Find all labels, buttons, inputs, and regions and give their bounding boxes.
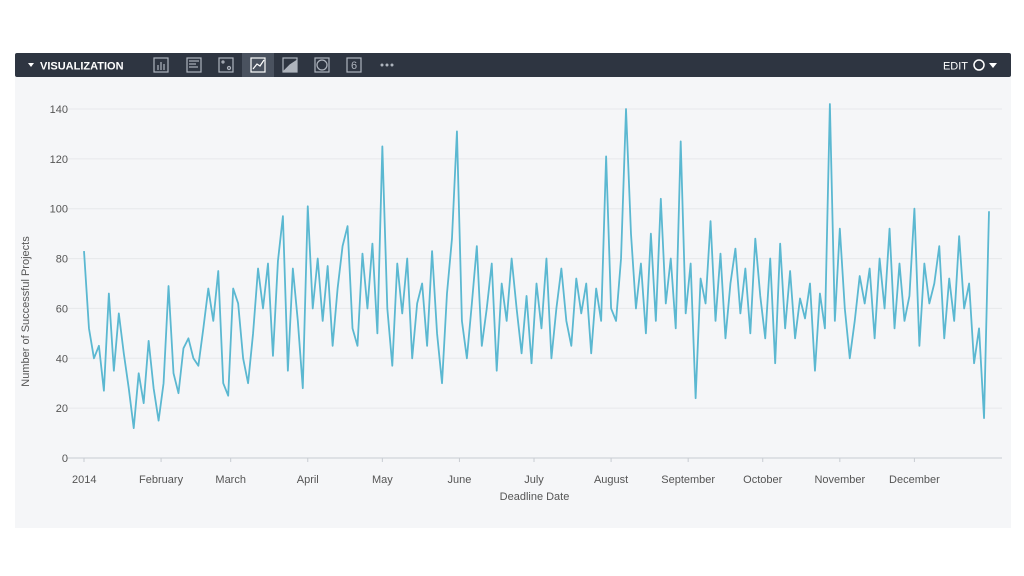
x-tick-label: March bbox=[215, 474, 246, 486]
toolbar-title: VISUALIZATION bbox=[40, 61, 124, 73]
y-axis-title: Number of Successful Projects bbox=[20, 236, 32, 387]
y-tick-label: 20 bbox=[56, 403, 68, 415]
x-tick-label: June bbox=[447, 474, 471, 486]
single-value-label: 6 bbox=[351, 60, 357, 72]
x-tick-label: August bbox=[594, 474, 628, 486]
pie-icon[interactable] bbox=[314, 57, 330, 73]
area-icon[interactable] bbox=[282, 57, 298, 73]
x-tick-label: July bbox=[524, 474, 544, 486]
x-tick-label: February bbox=[139, 474, 184, 486]
more-icon[interactable] bbox=[380, 63, 394, 67]
y-tick-label: 40 bbox=[56, 353, 68, 365]
y-tick-label: 80 bbox=[56, 254, 68, 266]
chart-panel bbox=[15, 77, 1011, 528]
x-tick-label: September bbox=[661, 474, 715, 486]
y-tick-label: 120 bbox=[50, 154, 68, 166]
scatter-icon[interactable] bbox=[218, 57, 234, 73]
x-tick-label: October bbox=[743, 474, 782, 486]
y-tick-label: 100 bbox=[50, 204, 68, 216]
y-tick-label: 60 bbox=[56, 303, 68, 315]
x-tick-label: May bbox=[372, 474, 393, 486]
single-value-icon[interactable] bbox=[346, 57, 362, 73]
plot: 0 20 40 60 80 100 120 140 2014 February March April… bbox=[20, 103, 1002, 503]
collapse-arrow[interactable] bbox=[28, 63, 34, 67]
row-icon[interactable] bbox=[186, 57, 202, 73]
gear-icon[interactable] bbox=[973, 59, 985, 71]
bar-icon[interactable] bbox=[153, 57, 169, 73]
y-tick-label: 140 bbox=[50, 104, 68, 116]
x-tick-label: December bbox=[889, 474, 940, 486]
line-icon[interactable] bbox=[250, 57, 266, 73]
edit-button[interactable]: EDIT bbox=[943, 61, 968, 73]
gear-arrow[interactable] bbox=[989, 63, 997, 68]
x-tick-label: 2014 bbox=[72, 474, 96, 486]
data-line bbox=[83, 103, 990, 429]
y-tick-label: 0 bbox=[62, 453, 68, 465]
x-tick-label: April bbox=[297, 474, 319, 486]
x-tick-label: November bbox=[814, 474, 865, 486]
x-axis-title: Deadline Date bbox=[500, 491, 570, 503]
